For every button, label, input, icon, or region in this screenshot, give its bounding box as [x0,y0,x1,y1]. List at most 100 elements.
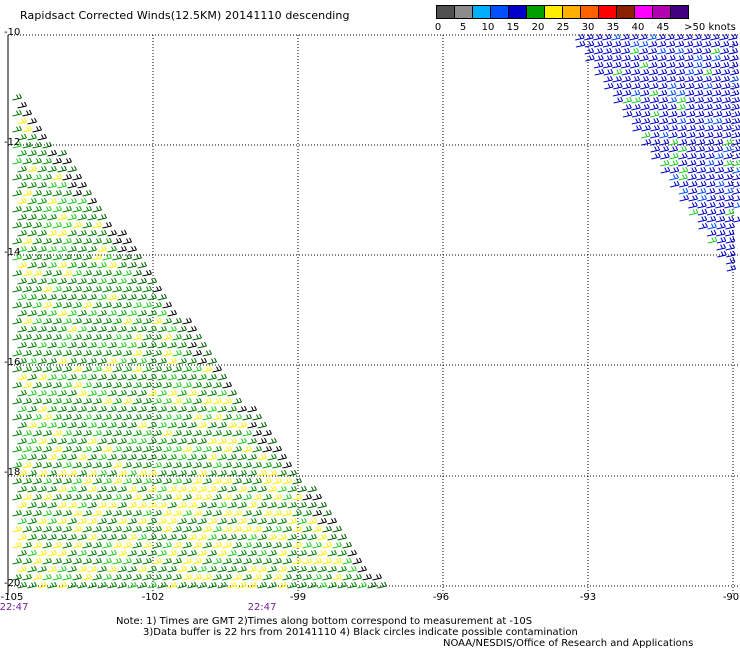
wind-barb [147,453,157,461]
wind-barb [157,533,167,541]
wind-barb [72,397,82,405]
wind-barb [721,96,732,104]
wind-barb [585,54,595,62]
legend-label: 30 [581,22,595,33]
wind-barb [172,333,182,341]
wind-barb [187,501,197,509]
wind-barb [272,493,282,501]
wind-barb [277,517,287,525]
wind-barb [157,581,167,589]
wind-barb [62,445,72,453]
wind-barb [696,152,706,160]
wind-barb [177,437,187,445]
wind-barb [107,469,117,477]
wind-barb [172,573,182,581]
wind-barb [107,245,117,253]
wind-barb [162,477,172,485]
wind-barb [247,565,257,573]
wind-barb [127,293,137,301]
wind-barb [27,309,37,317]
wind-barb [142,397,152,405]
wind-barb [267,485,277,493]
wind-barb [232,509,242,517]
wind-barb [117,469,127,477]
wind-barb [613,82,623,90]
wind-barb [733,216,740,223]
wind-barb [42,301,52,309]
wind-barb [612,54,622,62]
wind-barb [162,461,172,469]
wind-barb [726,264,737,272]
wind-barb [77,469,87,477]
wind-barb [62,269,72,277]
wind-barb [112,525,122,533]
wind-barb [612,89,623,97]
wind-barb [67,549,77,557]
wind-barb [12,493,22,501]
wind-barb [669,166,680,174]
wind-barb [62,573,72,581]
wind-barb [72,573,82,581]
wind-barb [142,477,152,485]
wind-barb [47,421,57,429]
wind-barb [675,75,685,83]
wind-barb [12,429,22,437]
wind-barb [117,421,127,429]
wind-barb [47,373,57,381]
wind-barb [47,357,57,365]
wind-barb [92,557,102,565]
wind-barb [132,397,142,405]
wind-barb [102,269,112,277]
wind-barb [72,477,82,485]
wind-barb [342,541,352,549]
wind-barb [227,501,237,509]
wind-barb [728,40,739,48]
wind-barb [167,501,177,509]
wind-barb [659,124,669,132]
wind-barb [722,159,733,167]
wind-barb [683,47,694,55]
wind-barb [684,75,694,83]
wind-barb [656,61,667,69]
wind-barb [307,485,317,493]
wind-barb [237,549,247,557]
wind-barb [87,517,97,525]
wind-barb [697,208,708,216]
wind-barb [27,469,37,477]
wind-barb [57,581,67,589]
wind-barb [57,469,67,477]
wind-barb [142,557,152,565]
wind-barb [107,517,117,525]
wind-barb [593,61,604,69]
wind-barb [67,501,77,509]
wind-barb [107,357,117,365]
wind-barb [52,253,62,261]
wind-barb [237,421,247,429]
wind-barb [667,96,678,104]
wind-barb [57,421,67,429]
wind-barb [686,145,697,153]
wind-barb [77,341,87,349]
wind-barb [722,131,732,139]
wind-barb [242,573,252,581]
wind-barbs [12,33,740,589]
wind-barb [37,533,47,541]
wind-barb [152,317,162,325]
wind-barb [32,333,42,341]
wind-barb [97,549,107,557]
wind-barb [42,413,52,421]
wind-barb [92,541,102,549]
wind-barb [685,82,695,90]
wind-barb [107,389,117,397]
map-title: Rapidsact Corrected Winds(12.5KM) 201411… [20,9,350,22]
wind-barb [142,461,152,469]
wind-barb [262,477,272,485]
wind-barb [77,373,87,381]
wind-barb [678,173,688,181]
wind-barb [37,437,47,445]
wind-barb [22,333,32,341]
wind-barb [647,61,658,69]
wind-barb [82,365,92,373]
wind-barb [666,54,676,62]
wind-barb [715,194,726,202]
